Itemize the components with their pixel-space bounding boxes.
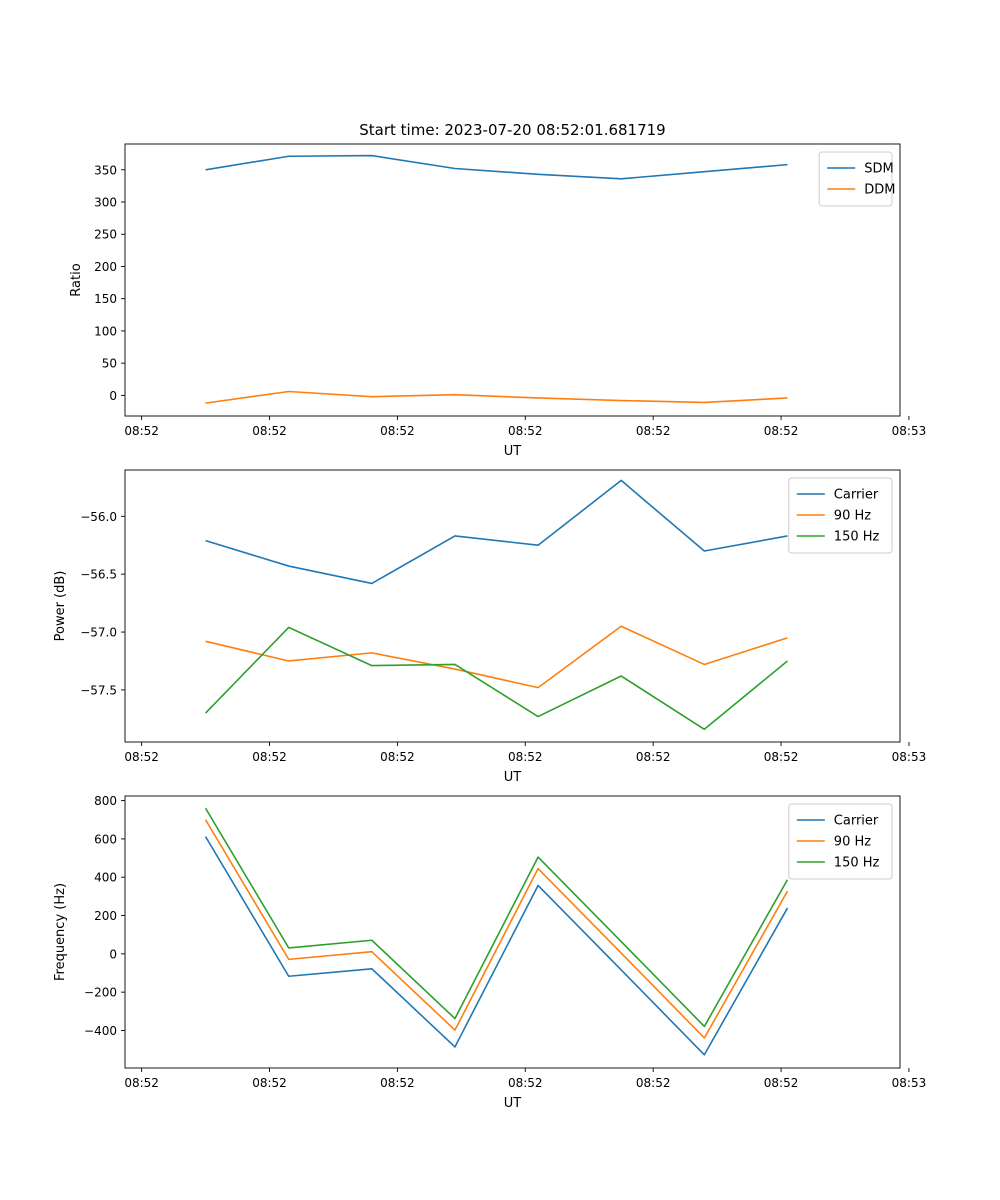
series-line-sdm <box>205 154 788 180</box>
legend-label: Carrier <box>834 814 879 829</box>
charts-container: 08:52 08:52 08:52 08:52 08:52 08:52 08:53 0 50 10… <box>53 143 927 1111</box>
x-tick-label: 08:52 <box>636 1076 671 1090</box>
legend-label: Carrier <box>834 488 879 503</box>
figure-title: Start time: 2023-07-20 08:52:01.681719 <box>359 121 665 139</box>
x-tick-label: 08:52 <box>764 750 799 764</box>
y-axis-label: Frequency (Hz) <box>53 883 68 981</box>
x-tick-label: 08:52 <box>380 1076 415 1090</box>
y-tick-label: 0 <box>109 389 117 403</box>
x-tick-label: 08:52 <box>764 1076 799 1090</box>
y-tick-label: 300 <box>94 196 117 210</box>
series-line-90-hz <box>205 625 788 689</box>
legend-label: 90 Hz <box>834 509 871 524</box>
x-tick-label: 08:52 <box>508 1076 543 1090</box>
x-axis-label: UT <box>504 770 522 785</box>
legend-box <box>788 477 893 554</box>
x-tick-label: 08:52 <box>380 424 415 438</box>
chart-panel-1: 08:52 08:52 08:52 08:52 08:52 08:52 08:53 0 50 10… <box>69 143 927 459</box>
x-tick-label: 08:52 <box>252 1076 287 1090</box>
series-line-150-hz <box>204 807 789 1028</box>
legend: Carrier 90 Hz 150 Hz <box>788 477 893 554</box>
x-axis-label: UT <box>504 1096 522 1111</box>
legend-label: 150 Hz <box>834 530 880 545</box>
x-axis-label: UT <box>504 444 522 459</box>
x-tick-label: 08:52 <box>636 424 671 438</box>
series-line-150-hz <box>204 626 788 731</box>
axes-frame <box>124 795 901 1069</box>
x-tick-label: 08:52 <box>124 424 159 438</box>
y-axis-label: Power (dB) <box>53 571 68 642</box>
axes-frame <box>124 469 901 743</box>
legend-label: SDM <box>864 162 893 177</box>
legend-box <box>818 151 893 207</box>
x-tick-label: 08:53 <box>892 750 927 764</box>
y-tick-label: 250 <box>94 228 117 242</box>
y-tick-label: −57.5 <box>80 683 117 697</box>
y-tick-label: 150 <box>94 292 117 306</box>
y-tick-label: −56.0 <box>80 510 117 524</box>
y-axis-label: Ratio <box>69 263 84 296</box>
x-tick-label: 08:52 <box>252 424 287 438</box>
legend-box <box>788 803 893 880</box>
legend: SDM DDM <box>818 151 895 207</box>
y-tick-label: 200 <box>94 909 117 923</box>
legend-label: DDM <box>864 183 895 198</box>
x-tick-label: 08:52 <box>380 750 415 764</box>
y-tick-label: 0 <box>109 947 117 961</box>
x-tick-label: 08:52 <box>252 750 287 764</box>
y-tick-label: 800 <box>94 794 117 808</box>
x-tick-label: 08:52 <box>764 424 799 438</box>
legend-label: 150 Hz <box>834 856 880 871</box>
x-tick-label: 08:52 <box>508 750 543 764</box>
y-tick-label: −400 <box>84 1024 117 1038</box>
y-tick-label: 350 <box>94 163 117 177</box>
chart-panel-2: 08:52 08:52 08:52 08:52 08:52 08:52 08:53 −57.5… <box>53 469 927 785</box>
series-line-90-hz <box>204 819 789 1039</box>
legend: Carrier 90 Hz 150 Hz <box>788 803 893 880</box>
x-tick-label: 08:52 <box>124 1076 159 1090</box>
y-tick-label: 50 <box>102 357 117 371</box>
series-line-carrier <box>204 836 789 1056</box>
x-tick-label: 08:53 <box>892 424 927 438</box>
chart-panel-3: 08:52 08:52 08:52 08:52 08:52 08:52 08:53 −400 −… <box>53 794 926 1111</box>
y-tick-label: 400 <box>94 871 117 885</box>
series-line-carrier <box>205 479 788 585</box>
y-tick-label: 100 <box>94 324 117 338</box>
y-tick-label: 600 <box>94 832 117 846</box>
x-tick-label: 08:53 <box>892 1076 927 1090</box>
y-tick-label: −200 <box>84 986 117 1000</box>
x-tick-label: 08:52 <box>508 424 543 438</box>
y-tick-label: −57.0 <box>80 626 117 640</box>
x-tick-label: 08:52 <box>124 750 159 764</box>
y-tick-label: −56.5 <box>80 568 117 582</box>
legend-label: 90 Hz <box>834 835 871 850</box>
x-tick-label: 08:52 <box>636 750 671 764</box>
axes-frame <box>124 143 901 417</box>
y-tick-label: 200 <box>94 260 117 274</box>
series-line-ddm <box>205 390 788 404</box>
